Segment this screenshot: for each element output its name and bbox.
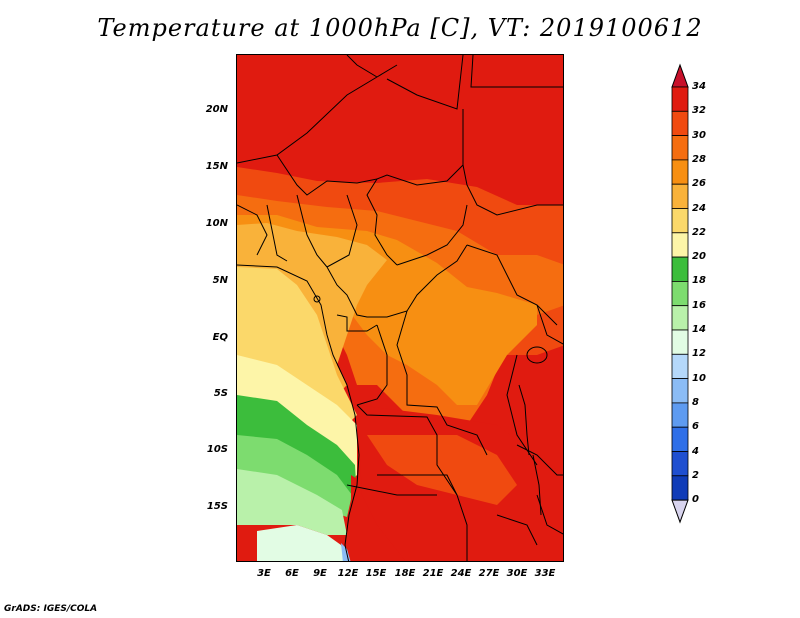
region-22-24 bbox=[237, 267, 357, 435]
colorbar-swatches bbox=[671, 63, 689, 524]
country-borders bbox=[237, 55, 563, 561]
map-title: Temperature at 1000hPa [C], VT: 20191006… bbox=[97, 14, 703, 42]
colorbar-swatch bbox=[671, 86, 689, 112]
lon-label-18e: 18E bbox=[394, 568, 416, 579]
colorbar-swatch bbox=[671, 183, 689, 209]
lat-label-15s: 15S bbox=[206, 501, 228, 512]
lon-label-3e: 3E bbox=[257, 568, 271, 579]
colorbar-swatch bbox=[671, 402, 689, 428]
colorbar-level-label: 26 bbox=[692, 178, 706, 190]
colorbar-level-label: 16 bbox=[692, 299, 706, 311]
colorbar-swatch bbox=[671, 256, 689, 282]
colorbar-level-label: 20 bbox=[692, 251, 706, 263]
grads-credit: GrADS: IGES/COLA bbox=[4, 604, 98, 614]
lat-label-20n: 20N bbox=[205, 104, 228, 115]
colorbar-level-label: 4 bbox=[692, 445, 699, 457]
colorbar-level-label: 32 bbox=[692, 105, 706, 117]
colorbar-swatch bbox=[671, 159, 689, 185]
lat-label-5s: 5S bbox=[213, 388, 228, 399]
colorbar-level-label: 6 bbox=[692, 421, 699, 433]
lat-label-eq: EQ bbox=[212, 332, 228, 343]
region-10-12 bbox=[341, 543, 351, 561]
colorbar-swatch bbox=[671, 353, 689, 379]
southern-30-32-patch bbox=[367, 435, 517, 505]
colorbar-level-label: 10 bbox=[692, 372, 706, 384]
colorbar-level-label: 24 bbox=[692, 202, 706, 214]
colorbar-top-arrow bbox=[671, 63, 689, 88]
colorbar-swatch bbox=[671, 208, 689, 234]
colorbar-swatch bbox=[671, 135, 689, 161]
colorbar-level-label: 8 bbox=[692, 396, 699, 408]
colorbar-swatch bbox=[671, 110, 689, 137]
colorbar-level-label: 28 bbox=[692, 153, 706, 165]
colorbar-level-label: 22 bbox=[692, 226, 706, 238]
lon-label-15e: 15E bbox=[365, 568, 387, 579]
region-16-18 bbox=[237, 435, 352, 517]
temperature-field bbox=[237, 55, 563, 561]
colorbar-bottom-arrow bbox=[671, 499, 689, 524]
colorbar-level-label: 0 bbox=[692, 494, 699, 506]
colorbar-swatch bbox=[671, 451, 689, 477]
colorbar-swatch bbox=[671, 378, 689, 404]
lon-label-6e: 6E bbox=[285, 568, 299, 579]
lon-label-9e: 9E bbox=[313, 568, 327, 579]
region-12-14 bbox=[257, 525, 347, 561]
colorbar-swatch bbox=[671, 475, 689, 501]
lon-label-30e: 30E bbox=[506, 568, 528, 579]
colorbar-level-label: 14 bbox=[692, 324, 706, 335]
lat-label-10n: 10N bbox=[205, 218, 228, 229]
colorbar-swatch bbox=[671, 305, 689, 331]
colorbar-swatch bbox=[671, 280, 689, 307]
coastline bbox=[237, 264, 360, 561]
colorbar-level-label: 12 bbox=[692, 348, 706, 360]
lake-outlines bbox=[313, 295, 548, 516]
lat-label-5n: 5N bbox=[212, 275, 228, 286]
colorbar-swatch bbox=[671, 426, 689, 452]
colorbar-level-label: 2 bbox=[692, 469, 699, 481]
lon-label-12e: 12E bbox=[337, 568, 359, 579]
temperature-map bbox=[236, 54, 564, 562]
lon-label-33e: 33E bbox=[534, 568, 556, 579]
colorbar-swatch bbox=[671, 329, 689, 355]
region-14-16 bbox=[237, 469, 347, 535]
colorbar-level-label: 30 bbox=[692, 129, 706, 141]
lat-label-10s: 10S bbox=[206, 444, 228, 455]
colorbar-swatch bbox=[671, 232, 689, 258]
lon-label-21e: 21E bbox=[422, 568, 444, 579]
lat-label-15n: 15N bbox=[205, 161, 228, 172]
colorbar-level-label: 34 bbox=[692, 81, 706, 92]
lon-label-24e: 24E bbox=[450, 568, 472, 579]
colorbar-level-label: 18 bbox=[692, 275, 706, 287]
lon-label-27e: 27E bbox=[478, 568, 500, 579]
